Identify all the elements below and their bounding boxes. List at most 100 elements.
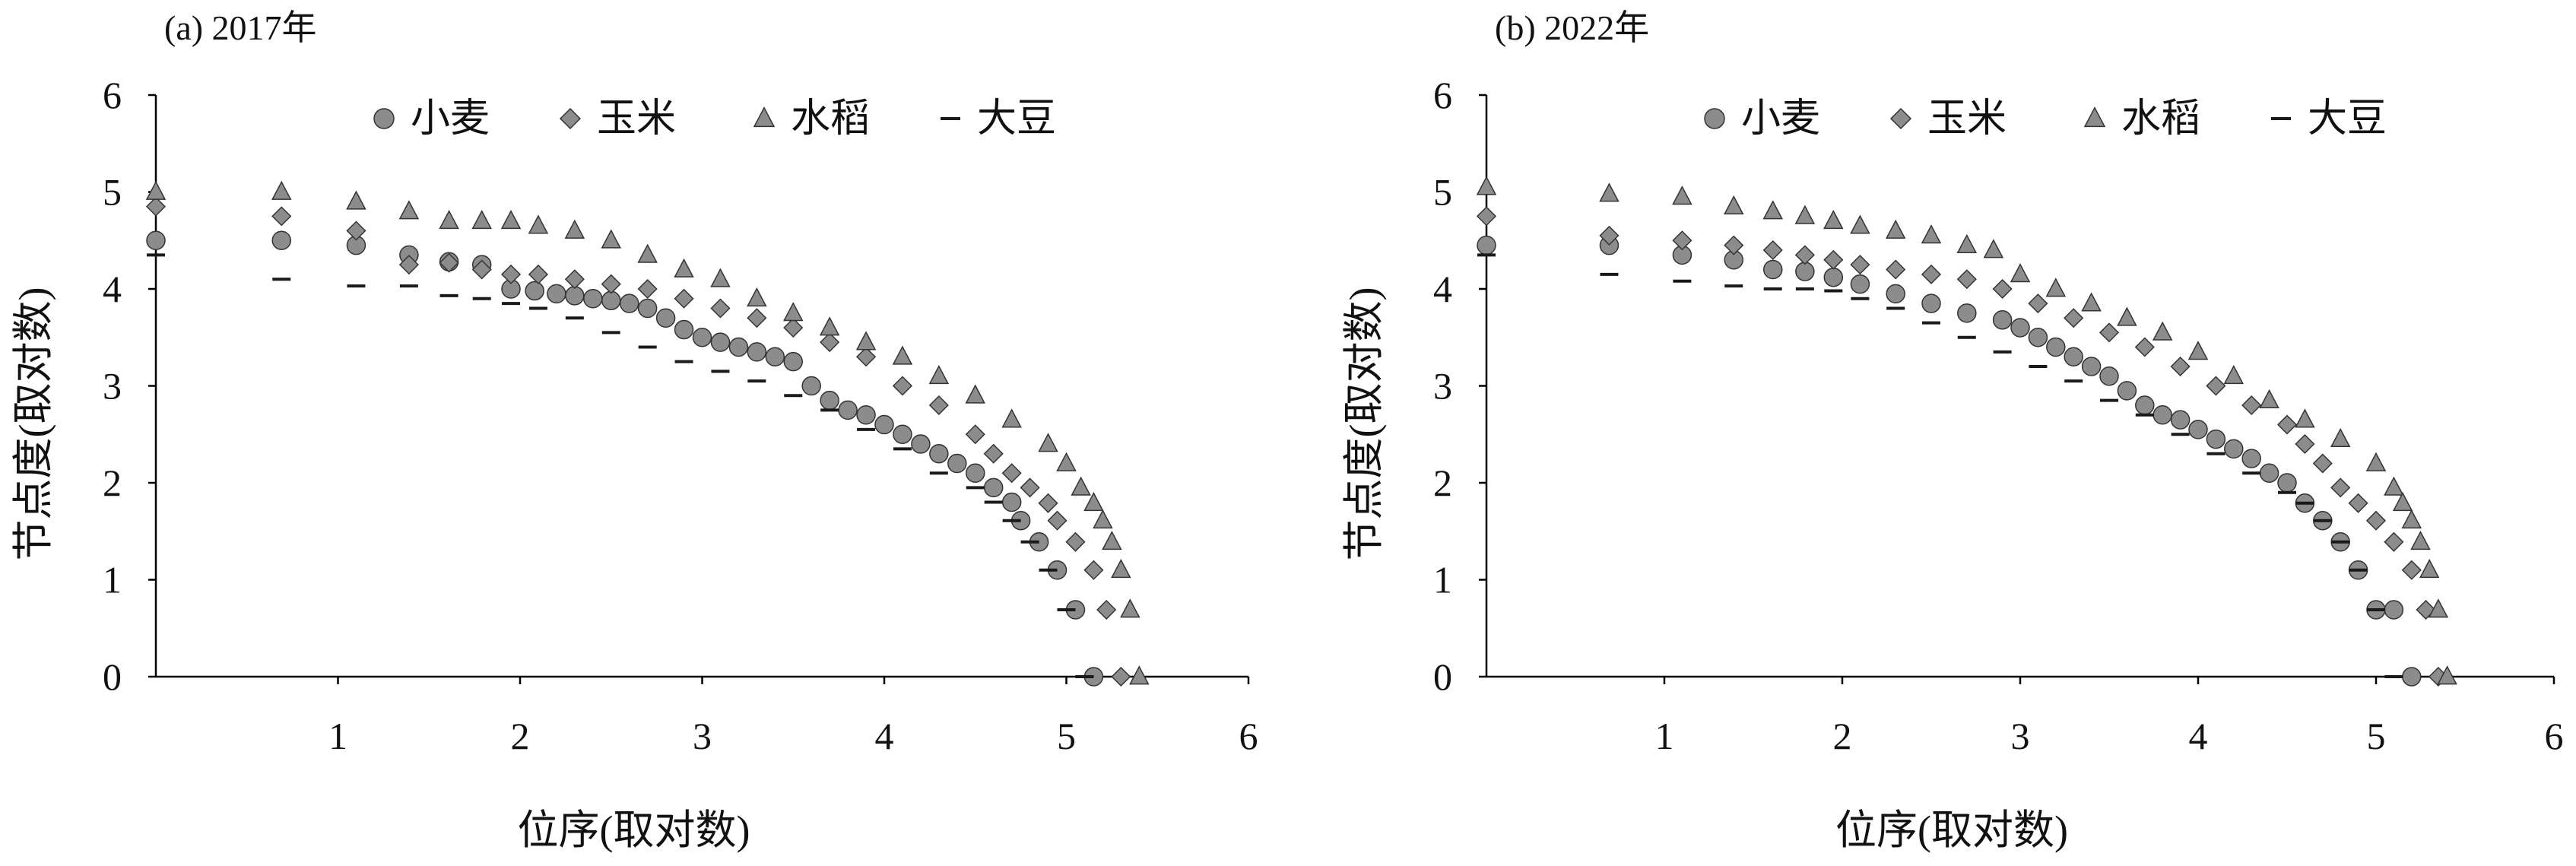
x-tick-label: 5 (1057, 715, 1076, 757)
x-tick-label: 3 (2011, 715, 2030, 757)
point (2295, 433, 2315, 455)
point (1823, 267, 1844, 287)
point (2187, 341, 2209, 360)
point (1083, 560, 1104, 580)
point (145, 180, 167, 200)
point (2295, 408, 2315, 428)
y-tick-label: 0 (103, 655, 122, 698)
point (2312, 453, 2333, 474)
point (2135, 395, 2155, 415)
point (1476, 206, 1497, 227)
point (2241, 449, 2261, 468)
point (439, 209, 459, 230)
point (1020, 477, 1040, 498)
point (346, 220, 366, 241)
point (2117, 306, 2137, 326)
point (528, 264, 549, 284)
point (783, 317, 804, 338)
legend-marker (2083, 106, 2106, 128)
point (892, 376, 913, 396)
point (966, 463, 985, 483)
legend-label: 大豆 (977, 96, 1056, 141)
y-tick-label: 2 (103, 462, 122, 504)
point (1921, 224, 1942, 244)
point (1823, 249, 1844, 270)
point (637, 278, 658, 300)
point (2401, 560, 2422, 580)
point (439, 252, 459, 273)
point (2206, 376, 2226, 396)
point (1599, 182, 1620, 202)
point (747, 342, 767, 362)
point (1724, 195, 1744, 214)
point (710, 298, 731, 319)
legend-marker (1889, 107, 1912, 130)
point (655, 308, 676, 328)
x-tick-label: 4 (875, 715, 894, 757)
x-axis-label: 位序(取对数) (1835, 807, 2068, 853)
point (564, 219, 585, 239)
point (1001, 463, 1022, 484)
point (2241, 395, 2262, 416)
y-axis-label: 节点度(取对数) (1341, 287, 1387, 561)
point (1850, 274, 1870, 294)
point (2028, 293, 2048, 314)
point (1476, 176, 1497, 195)
y-tick-label: 1 (1433, 559, 1452, 601)
point (1065, 531, 1086, 552)
point (892, 345, 913, 365)
point (601, 274, 621, 294)
point (1823, 209, 1844, 230)
y-tick-label: 4 (103, 268, 122, 310)
point (271, 206, 292, 227)
legend-item: 玉米 (1889, 96, 2007, 141)
point (2277, 473, 2297, 493)
x-axis-label: 位序(取对数) (518, 807, 750, 853)
point (2117, 381, 2137, 401)
x-tick-label: 5 (2367, 715, 2386, 757)
y-tick-label: 1 (103, 559, 122, 601)
point (2384, 600, 2404, 620)
point (2401, 509, 2422, 529)
point (346, 190, 366, 210)
point (820, 390, 839, 411)
point (1795, 262, 1815, 281)
point (874, 414, 894, 435)
point (710, 332, 731, 352)
legend-marker (559, 107, 582, 130)
point (765, 347, 785, 366)
point (601, 290, 621, 311)
point (1111, 558, 1131, 579)
point (2402, 667, 2422, 687)
y-tick-label: 5 (1433, 171, 1452, 214)
point (2010, 318, 2030, 338)
point (855, 331, 877, 351)
point (145, 196, 167, 217)
point (2428, 598, 2449, 618)
point (1096, 599, 1117, 620)
point (1850, 214, 1870, 234)
y-tick-label: 0 (1433, 655, 1452, 698)
point (2392, 491, 2413, 512)
point (1983, 239, 2004, 259)
point (801, 376, 821, 396)
point (692, 328, 712, 347)
point (1672, 186, 1692, 205)
point (928, 395, 949, 416)
point (929, 444, 949, 464)
point (674, 319, 694, 340)
point (1885, 219, 1906, 239)
point (547, 284, 566, 304)
point (2259, 463, 2279, 483)
point (2152, 405, 2172, 425)
point (564, 269, 585, 290)
point (893, 424, 912, 444)
point (965, 384, 985, 404)
legend-item: 小麦 (1704, 96, 1820, 141)
legend-item: 玉米 (559, 96, 676, 141)
point (1992, 278, 2013, 300)
x-tick-label: 2 (1833, 715, 1852, 757)
point (1794, 245, 1815, 265)
point (2081, 292, 2102, 312)
point (728, 337, 749, 357)
